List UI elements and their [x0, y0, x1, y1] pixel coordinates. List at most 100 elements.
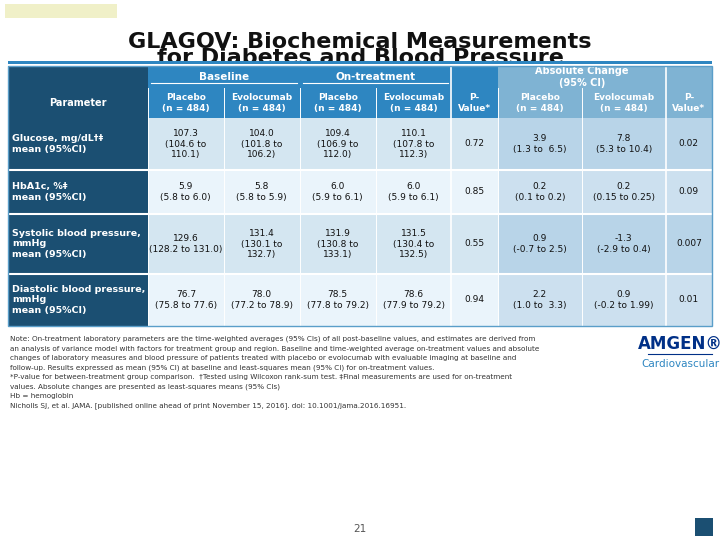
Text: P-
Value*: P- Value* [672, 93, 706, 113]
Text: *P-value for between-treatment group comparison.  †Tested using Wilcoxon rank-su: *P-value for between-treatment group com… [10, 374, 512, 380]
Text: 110.1
(107.8 to
112.3): 110.1 (107.8 to 112.3) [393, 129, 434, 159]
Bar [300, 214, 376, 274]
Bar [582, 88, 666, 118]
Bar [666, 274, 712, 326]
Text: On-treatment: On-treatment [336, 72, 415, 82]
Text: 0.55: 0.55 [464, 240, 485, 248]
Text: 0.94: 0.94 [464, 295, 485, 305]
Text: 0.85: 0.85 [464, 187, 485, 197]
Bar [451, 66, 498, 326]
Bar [376, 214, 451, 274]
Bar [376, 170, 451, 214]
Text: an analysis of variance model with factors for treatment group and region. Basel: an analysis of variance model with facto… [10, 346, 539, 352]
Bar [8, 66, 148, 326]
Bar [224, 274, 300, 326]
Text: values. Absolute changes are presented as least-squares means (95% CIs): values. Absolute changes are presented a… [10, 383, 280, 390]
Bar [582, 118, 666, 170]
Text: 78.5
(77.8 to 79.2): 78.5 (77.8 to 79.2) [307, 291, 369, 309]
Text: Evolocumab
(n = 484): Evolocumab (n = 484) [383, 93, 444, 113]
Bar [451, 118, 498, 170]
Text: Placebo
(n = 484): Placebo (n = 484) [516, 93, 564, 113]
Text: GLAGOV: Biochemical Measurements: GLAGOV: Biochemical Measurements [128, 32, 592, 52]
Text: Cardiovascular: Cardiovascular [641, 359, 719, 369]
Bar [666, 170, 712, 214]
Bar [666, 118, 712, 170]
Text: 78.0
(77.2 to 78.9): 78.0 (77.2 to 78.9) [230, 291, 293, 309]
Text: 107.3
(104.6 to
110.1): 107.3 (104.6 to 110.1) [165, 129, 207, 159]
Text: 0.72: 0.72 [464, 139, 485, 148]
Text: Absolute Change
(95% CI): Absolute Change (95% CI) [535, 66, 629, 87]
Text: 0.2
(0.15 to 0.25): 0.2 (0.15 to 0.25) [593, 183, 654, 201]
Bar [148, 214, 224, 274]
Text: Placebo
(n = 484): Placebo (n = 484) [162, 93, 210, 113]
Text: Glucose, mg/dL†‡
mean (95%CI): Glucose, mg/dL†‡ mean (95%CI) [12, 134, 103, 154]
Text: 131.9
(130.8 to
133.1): 131.9 (130.8 to 133.1) [317, 230, 359, 259]
Text: 0.02: 0.02 [679, 139, 699, 148]
Text: 129.6
(128.2 to 131.0): 129.6 (128.2 to 131.0) [149, 234, 222, 254]
Text: 0.01: 0.01 [679, 295, 699, 305]
Bar [300, 118, 376, 170]
Bar [376, 274, 451, 326]
Text: 3.9
(1.3 to  6.5): 3.9 (1.3 to 6.5) [513, 134, 567, 153]
Bar [666, 214, 712, 274]
Text: Hb = hemoglobin: Hb = hemoglobin [10, 393, 73, 399]
Text: P-
Value*: P- Value* [458, 93, 491, 113]
Bar [498, 274, 582, 326]
Bar [224, 118, 300, 170]
Bar [148, 66, 300, 88]
Text: 2.2
(1.0 to  3.3): 2.2 (1.0 to 3.3) [513, 291, 567, 309]
Text: 5.8
(5.8 to 5.9): 5.8 (5.8 to 5.9) [236, 183, 287, 201]
Bar [451, 214, 498, 274]
Text: for Diabetes and Blood Pressure: for Diabetes and Blood Pressure [156, 48, 564, 68]
Text: 78.6
(77.9 to 79.2): 78.6 (77.9 to 79.2) [382, 291, 444, 309]
Text: HbA1c, %‡
mean (95%CI): HbA1c, %‡ mean (95%CI) [12, 183, 86, 202]
Text: 109.4
(106.9 to
112.0): 109.4 (106.9 to 112.0) [317, 129, 359, 159]
Text: Diastolic blood pressure,
mmHg
mean (95%CI): Diastolic blood pressure, mmHg mean (95%… [12, 285, 145, 315]
Text: 0.09: 0.09 [679, 187, 699, 197]
Bar [8, 66, 712, 326]
Bar [224, 88, 300, 118]
Bar [300, 88, 376, 118]
Text: 0.007: 0.007 [676, 240, 702, 248]
Text: 0.9
(-0.7 to 2.5): 0.9 (-0.7 to 2.5) [513, 234, 567, 254]
Text: 21: 21 [354, 524, 366, 534]
Text: 7.8
(5.3 to 10.4): 7.8 (5.3 to 10.4) [595, 134, 652, 153]
Text: -1.3
(-2.9 to 0.4): -1.3 (-2.9 to 0.4) [597, 234, 650, 254]
Text: changes of laboratory measures and blood pressure of patients treated with place: changes of laboratory measures and blood… [10, 355, 516, 361]
Bar [300, 274, 376, 326]
Text: 6.0
(5.9 to 6.1): 6.0 (5.9 to 6.1) [388, 183, 439, 201]
Bar [498, 214, 582, 274]
Bar [224, 214, 300, 274]
Text: AMGEN®: AMGEN® [638, 335, 720, 353]
Text: 5.9
(5.8 to 6.0): 5.9 (5.8 to 6.0) [161, 183, 211, 201]
Bar [148, 118, 224, 170]
Bar [498, 118, 582, 170]
Text: Placebo
(n = 484): Placebo (n = 484) [314, 93, 361, 113]
Text: Nicholls SJ, et al. JAMA. [published online ahead of print November 15, 2016]. d: Nicholls SJ, et al. JAMA. [published onl… [10, 402, 406, 409]
Bar [582, 170, 666, 214]
Bar [498, 66, 666, 88]
Bar [5, 4, 117, 18]
Text: 131.5
(130.4 to
132.5): 131.5 (130.4 to 132.5) [393, 230, 434, 259]
Bar [582, 214, 666, 274]
Text: 131.4
(130.1 to
132.7): 131.4 (130.1 to 132.7) [241, 230, 282, 259]
Text: Evolocumab
(n = 484): Evolocumab (n = 484) [231, 93, 292, 113]
Bar [376, 118, 451, 170]
Bar [148, 88, 224, 118]
Bar [582, 274, 666, 326]
Text: follow-up. Results expressed as mean (95% CI) at baseline and least-squares mean: follow-up. Results expressed as mean (95… [10, 364, 434, 371]
Bar [300, 170, 376, 214]
Bar [451, 170, 498, 214]
Bar [498, 170, 582, 214]
Text: Evolocumab
(n = 484): Evolocumab (n = 484) [593, 93, 654, 113]
Text: 76.7
(75.8 to 77.6): 76.7 (75.8 to 77.6) [155, 291, 217, 309]
Bar [666, 88, 712, 118]
Bar [695, 518, 713, 536]
Bar [498, 88, 582, 118]
Bar [148, 170, 224, 214]
Bar [8, 61, 712, 64]
Text: 0.2
(0.1 to 0.2): 0.2 (0.1 to 0.2) [515, 183, 565, 201]
Text: Note: On-treatment laboratory parameters are the time-weighted averages (95% CIs: Note: On-treatment laboratory parameters… [10, 336, 536, 342]
Text: 104.0
(101.8 to
106.2): 104.0 (101.8 to 106.2) [241, 129, 282, 159]
Text: 6.0
(5.9 to 6.1): 6.0 (5.9 to 6.1) [312, 183, 363, 201]
